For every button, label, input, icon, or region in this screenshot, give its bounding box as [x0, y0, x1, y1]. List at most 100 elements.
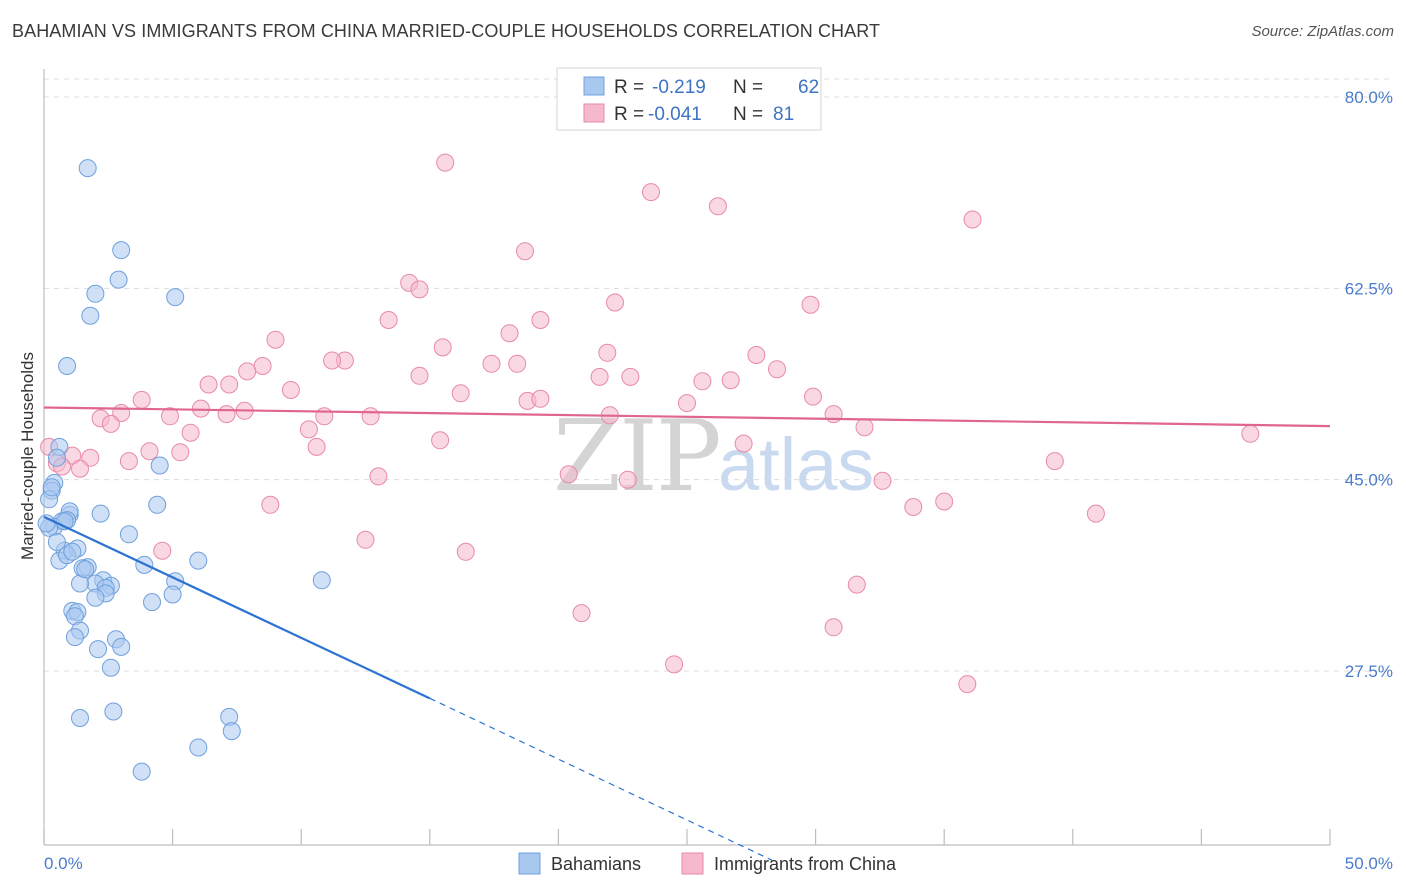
- data-point-china: [431, 431, 450, 450]
- data-point-china: [721, 371, 740, 390]
- data-point-bahamian: [189, 551, 208, 570]
- data-point-china: [500, 324, 519, 343]
- bottom-legend-label-bahamians: Bahamians: [551, 854, 641, 874]
- data-point-china: [935, 492, 954, 511]
- bottom-legend-swatch-bahamians: [518, 852, 541, 875]
- data-point-bahamian: [76, 560, 95, 579]
- data-point-china: [171, 443, 190, 462]
- data-point-china: [963, 210, 982, 229]
- data-point-china: [379, 311, 398, 329]
- data-point-china: [559, 465, 578, 484]
- y-tick-labels: 80.0% 62.5% 45.0% 27.5%: [1345, 88, 1393, 681]
- data-point-china: [508, 354, 527, 373]
- data-point-bahamian: [63, 542, 82, 561]
- data-point-china: [531, 311, 550, 329]
- stats-legend: R = -0.219 N = 62 R = -0.041 N = 81: [556, 67, 822, 131]
- data-point-china: [1241, 424, 1260, 443]
- legend-r-value-2: -0.041: [648, 104, 702, 125]
- data-point-bahamian: [86, 588, 105, 607]
- data-point-bahamian: [101, 658, 120, 677]
- y-tick-label: 45.0%: [1345, 471, 1393, 490]
- x-tick-label-max: 50.0%: [1345, 854, 1393, 873]
- legend-n-label-2: N =: [733, 104, 763, 125]
- data-point-bahamian: [148, 495, 167, 514]
- data-point-china: [410, 280, 429, 299]
- data-point-china: [181, 423, 200, 442]
- data-point-china: [315, 407, 334, 426]
- data-point-china: [693, 372, 712, 391]
- y-axis-label: Married-couple Households: [18, 352, 37, 560]
- data-point-china: [516, 242, 534, 261]
- data-point-bahamian: [150, 456, 169, 475]
- data-point-china: [642, 183, 660, 202]
- legend-r-value-1: -0.219: [652, 77, 706, 98]
- data-point-china: [708, 197, 727, 216]
- data-point-china: [665, 655, 684, 674]
- legend-n-value-1: 62: [798, 77, 819, 98]
- y-tick-label: 27.5%: [1345, 662, 1393, 681]
- data-point-china: [307, 437, 326, 456]
- watermark-zip: ZIP: [553, 400, 720, 514]
- bottom-legend-swatch-china: [681, 852, 704, 875]
- data-point-china: [606, 293, 624, 312]
- trend-line-bahamians: [43, 515, 431, 700]
- trend-line-bahamians-extension: [429, 697, 773, 861]
- legend-swatch-china: [583, 103, 605, 123]
- data-point-bahamian: [47, 533, 66, 551]
- data-point-bahamian: [42, 478, 61, 497]
- data-point-china: [299, 420, 318, 439]
- y-tick-label: 80.0%: [1345, 88, 1393, 107]
- data-point-bahamian: [112, 241, 131, 260]
- data-point-china: [238, 362, 257, 381]
- data-point-china: [132, 390, 151, 409]
- data-point-china: [436, 153, 455, 172]
- data-point-china: [618, 470, 637, 489]
- data-point-china: [768, 360, 786, 379]
- data-point-china: [261, 495, 280, 514]
- data-point-china: [572, 604, 591, 623]
- data-point-bahamian: [312, 571, 331, 590]
- data-point-bahamian: [58, 357, 77, 375]
- data-point-china: [598, 343, 617, 362]
- data-point-china: [531, 389, 550, 408]
- x-tick-label-min: 0.0%: [44, 854, 83, 873]
- data-point-bahamian: [163, 585, 182, 604]
- legend-r-label-2: R =: [614, 104, 644, 125]
- data-point-bahamian: [89, 640, 107, 659]
- legend-n-label-1: N =: [733, 77, 763, 98]
- data-point-china: [621, 367, 640, 386]
- data-point-bahamian: [112, 637, 131, 656]
- data-point-china: [161, 407, 179, 426]
- data-point-china: [220, 375, 239, 394]
- data-point-china: [855, 418, 874, 437]
- data-point-bahamian: [119, 525, 138, 544]
- trend-lines: [43, 406, 1331, 861]
- bottom-legend-label-china: Immigrants from China: [714, 854, 897, 874]
- series-legend: Bahamians Immigrants from China: [518, 852, 897, 875]
- data-point-china: [323, 351, 342, 370]
- data-point-bahamian: [222, 722, 241, 741]
- data-point-china: [904, 498, 923, 516]
- data-point-china: [199, 375, 218, 394]
- legend-r-label-1: R =: [614, 77, 644, 98]
- data-point-china: [804, 387, 822, 406]
- data-point-china: [590, 367, 609, 386]
- data-point-china: [847, 575, 866, 594]
- data-point-china: [734, 434, 753, 453]
- data-point-bahamian: [166, 288, 185, 307]
- data-point-bahamian: [47, 448, 66, 467]
- x-tick-marks: [43, 829, 1331, 845]
- data-point-bahamian: [143, 593, 161, 612]
- y-tick-label: 62.5%: [1345, 279, 1393, 298]
- data-point-china: [456, 542, 475, 561]
- series-bahamians: [37, 159, 331, 781]
- data-point-bahamian: [189, 738, 208, 757]
- chart-title: BAHAMIAN VS IMMIGRANTS FROM CHINA MARRIE…: [12, 21, 881, 41]
- legend-swatch-bahamians: [583, 76, 605, 96]
- data-point-bahamian: [86, 284, 105, 303]
- data-point-bahamian: [65, 628, 84, 647]
- legend-n-value-2: 81: [773, 104, 794, 125]
- data-point-china: [801, 295, 820, 314]
- data-point-bahamian: [71, 709, 89, 727]
